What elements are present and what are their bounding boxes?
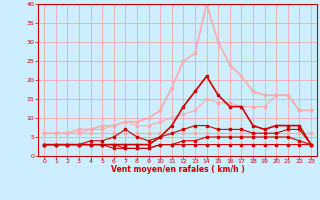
X-axis label: Vent moyen/en rafales ( km/h ): Vent moyen/en rafales ( km/h ) [111,165,244,174]
